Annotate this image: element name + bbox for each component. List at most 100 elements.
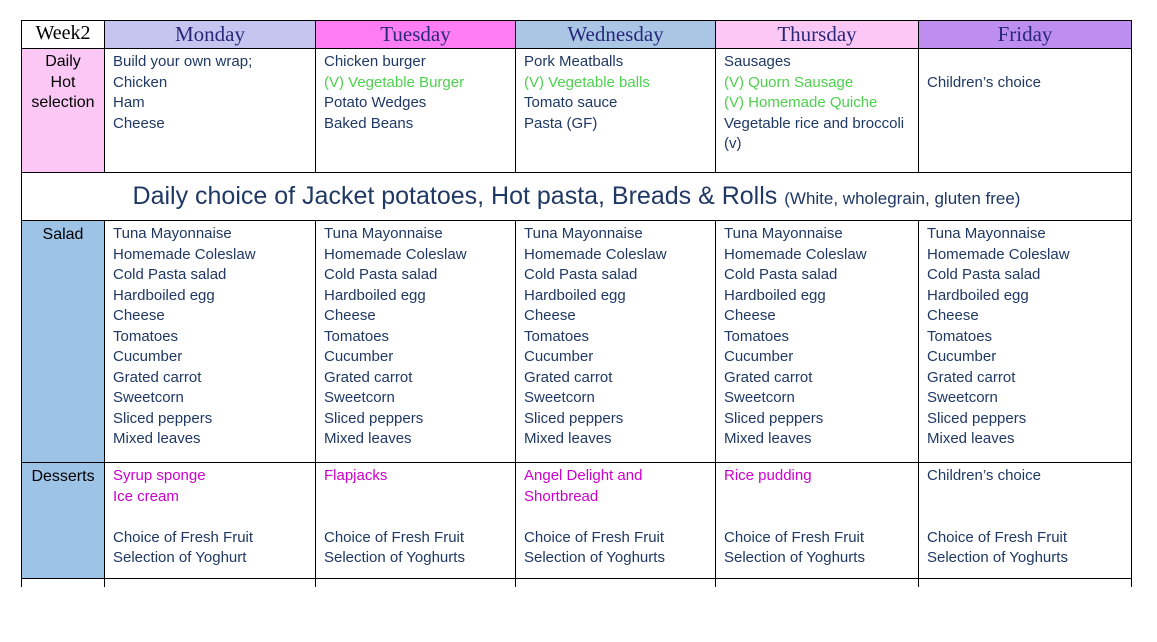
menu-item-line: Sweetcorn bbox=[724, 389, 795, 406]
menu-item-line: Tuna Mayonnaise bbox=[927, 225, 1046, 242]
menu-item-line bbox=[524, 507, 709, 528]
border-stub bbox=[515, 578, 716, 587]
day-header-thursday: Thursday bbox=[715, 20, 919, 49]
desserts-cell-monday: Syrup sponge Ice cream Choice of Fresh Fru… bbox=[104, 462, 316, 579]
menu-item-line: Cucumber bbox=[113, 348, 183, 365]
row-label-line: Hot bbox=[50, 73, 76, 91]
menu-item-line bbox=[113, 507, 309, 528]
menu-item-line: Homemade Coleslaw bbox=[524, 245, 667, 263]
menu-item-line: (V) Quorn Sausage bbox=[724, 73, 854, 91]
menu-item-line: Ham bbox=[113, 94, 145, 111]
menu-item-line: Sliced peppers bbox=[324, 409, 424, 427]
menu-item-line: Grated carrot bbox=[113, 368, 202, 386]
menu-item-line: Cold Pasta salad bbox=[324, 266, 438, 283]
menu-item-line: Cold Pasta salad bbox=[724, 266, 838, 283]
menu-item-line: (V) Vegetable Burger bbox=[324, 73, 465, 91]
menu-item-line: Cucumber bbox=[927, 348, 997, 365]
menu-item-line: (V) Homemade Quiche bbox=[724, 94, 878, 111]
menu-item-line: Children’s choice bbox=[927, 467, 1041, 484]
border-stub bbox=[104, 578, 316, 587]
desserts-row: Desserts Syrup sponge Ice cream Choice of … bbox=[21, 462, 1132, 579]
menu-item-line: Grated carrot bbox=[724, 368, 813, 386]
menu-item-line: Selection of Yoghurts bbox=[724, 549, 865, 566]
menu-item-line bbox=[927, 507, 1125, 528]
hot-selection-row: Daily Hot selection Build your own wrap; Ch… bbox=[21, 48, 1132, 173]
menu-item-line: Grated carrot bbox=[324, 368, 413, 386]
row-label-salad: Salad bbox=[21, 220, 105, 463]
menu-item-line: Choice of Fresh Fruit bbox=[113, 528, 254, 546]
menu-item-line: Sausages bbox=[724, 53, 791, 70]
border-stub bbox=[21, 578, 105, 587]
hot-cell-wednesday: Pork Meatballs (V) Vegetable balls Tomato … bbox=[515, 48, 716, 173]
menu-item-line: Cold Pasta salad bbox=[113, 266, 227, 283]
day-header-monday: Monday bbox=[104, 20, 316, 49]
menu-item-line: Children’s choice bbox=[927, 73, 1041, 91]
menu-item-line: Vegetable rice and broccoli (v) bbox=[724, 114, 905, 153]
menu-item-line: Mixed leaves bbox=[724, 430, 812, 447]
menu-item-line: Selection of Yoghurts bbox=[324, 549, 465, 566]
menu-item-line: (V) Vegetable balls bbox=[524, 73, 650, 91]
menu-item-line: Syrup sponge bbox=[113, 467, 206, 484]
menu-item-line: Mixed leaves bbox=[324, 430, 412, 447]
menu-item-line: Grated carrot bbox=[524, 368, 613, 386]
day-header-friday: Friday bbox=[918, 20, 1132, 49]
menu-item-line: Tomato sauce bbox=[524, 94, 618, 111]
menu-item-line: Homemade Coleslaw bbox=[113, 245, 256, 263]
daily-choice-banner-row: Daily choice of Jacket potatoes, Hot pas… bbox=[21, 172, 1132, 221]
menu-item-line: Selection of Yoghurt bbox=[113, 549, 247, 566]
menu-item-line: Potato Wedges bbox=[324, 94, 427, 111]
menu-item-line: Cheese bbox=[927, 307, 979, 324]
menu-item-line: Tomatoes bbox=[324, 327, 390, 345]
menu-item-line: Flapjacks bbox=[324, 467, 388, 484]
menu-item-line: Tomatoes bbox=[113, 327, 179, 345]
menu-item-line: Selection of Yoghurts bbox=[524, 549, 665, 566]
menu-item-line: Cheese bbox=[324, 307, 376, 324]
day-header-tuesday: Tuesday bbox=[315, 20, 516, 49]
menu-item-line: Sweetcorn bbox=[113, 389, 184, 406]
menu-item-line: Cheese bbox=[724, 307, 776, 324]
menu-item-line: Pork Meatballs bbox=[524, 53, 624, 70]
menu-item-line bbox=[324, 507, 509, 528]
desserts-cell-tuesday: Flapjacks Choice of Fresh Fruit Selection … bbox=[315, 462, 516, 579]
menu-item-line: Homemade Coleslaw bbox=[724, 245, 867, 263]
menu-item-line: Selection of Yoghurts bbox=[927, 549, 1068, 566]
menu-item-line: Hardboiled egg bbox=[927, 286, 1029, 304]
menu-item-line: Cucumber bbox=[724, 348, 794, 365]
menu-item-line: Homemade Coleslaw bbox=[927, 245, 1070, 263]
hot-cell-thursday: Sausages (V) Quorn Sausage (V) Homemade Qu… bbox=[715, 48, 919, 173]
menu-item-line bbox=[324, 487, 509, 508]
salad-cell-friday: Tuna Mayonnaise Homemade Coleslaw Cold Pas… bbox=[918, 220, 1132, 463]
menu-item-line: Homemade Coleslaw bbox=[324, 245, 467, 263]
menu-item-line: Tomatoes bbox=[927, 327, 993, 345]
menu-item-line: Tuna Mayonnaise bbox=[724, 225, 843, 242]
hot-cell-friday: Children’s choice bbox=[918, 48, 1132, 173]
daily-choice-banner-cell: Daily choice of Jacket potatoes, Hot pas… bbox=[21, 172, 1132, 221]
menu-item-line: Choice of Fresh Fruit bbox=[724, 528, 865, 546]
salad-cell-wednesday: Tuna Mayonnaise Homemade Coleslaw Cold Pas… bbox=[515, 220, 716, 463]
menu-item-line: Sliced peppers bbox=[524, 409, 624, 427]
menu-item-line: Sliced peppers bbox=[927, 409, 1027, 427]
menu-item-line: Pasta (GF) bbox=[524, 114, 598, 132]
menu-item-line: Tomatoes bbox=[724, 327, 790, 345]
hot-cell-tuesday: Chicken burger (V) Vegetable Burger Potato… bbox=[315, 48, 516, 173]
row-label-line: selection bbox=[31, 94, 95, 111]
menu-item-line: Sweetcorn bbox=[927, 389, 998, 406]
weekly-menu-table: Week2 Monday Tuesday Wednesday Thursday Frid… bbox=[21, 20, 1132, 587]
menu-item-line: Chicken burger bbox=[324, 53, 426, 70]
banner-main-text: Daily choice of Jacket potatoes, Hot pas… bbox=[132, 182, 785, 210]
menu-item-line: Baked Beans bbox=[324, 114, 414, 132]
menu-item-line: Cold Pasta salad bbox=[927, 266, 1041, 283]
menu-item-line: Grated carrot bbox=[927, 368, 1016, 386]
menu-item-line: Tuna Mayonnaise bbox=[113, 225, 232, 242]
salad-cell-monday: Tuna Mayonnaise Homemade Coleslaw Cold Pas… bbox=[104, 220, 316, 463]
menu-item-line: Hardboiled egg bbox=[324, 286, 426, 304]
desserts-cell-wednesday: Angel Delight and Shortbread Choice of Fr… bbox=[515, 462, 716, 579]
menu-item-line: Sliced peppers bbox=[113, 409, 213, 427]
menu-item-line: Hardboiled egg bbox=[524, 286, 626, 304]
menu-item-line: Hardboiled egg bbox=[113, 286, 215, 304]
menu-item-line: Sweetcorn bbox=[524, 389, 595, 406]
menu-item-line: Choice of Fresh Fruit bbox=[324, 528, 465, 546]
week-label-cell: Week2 bbox=[21, 20, 105, 49]
menu-item-line: Sweetcorn bbox=[324, 389, 395, 406]
menu-item-line: Chicken bbox=[113, 73, 168, 91]
